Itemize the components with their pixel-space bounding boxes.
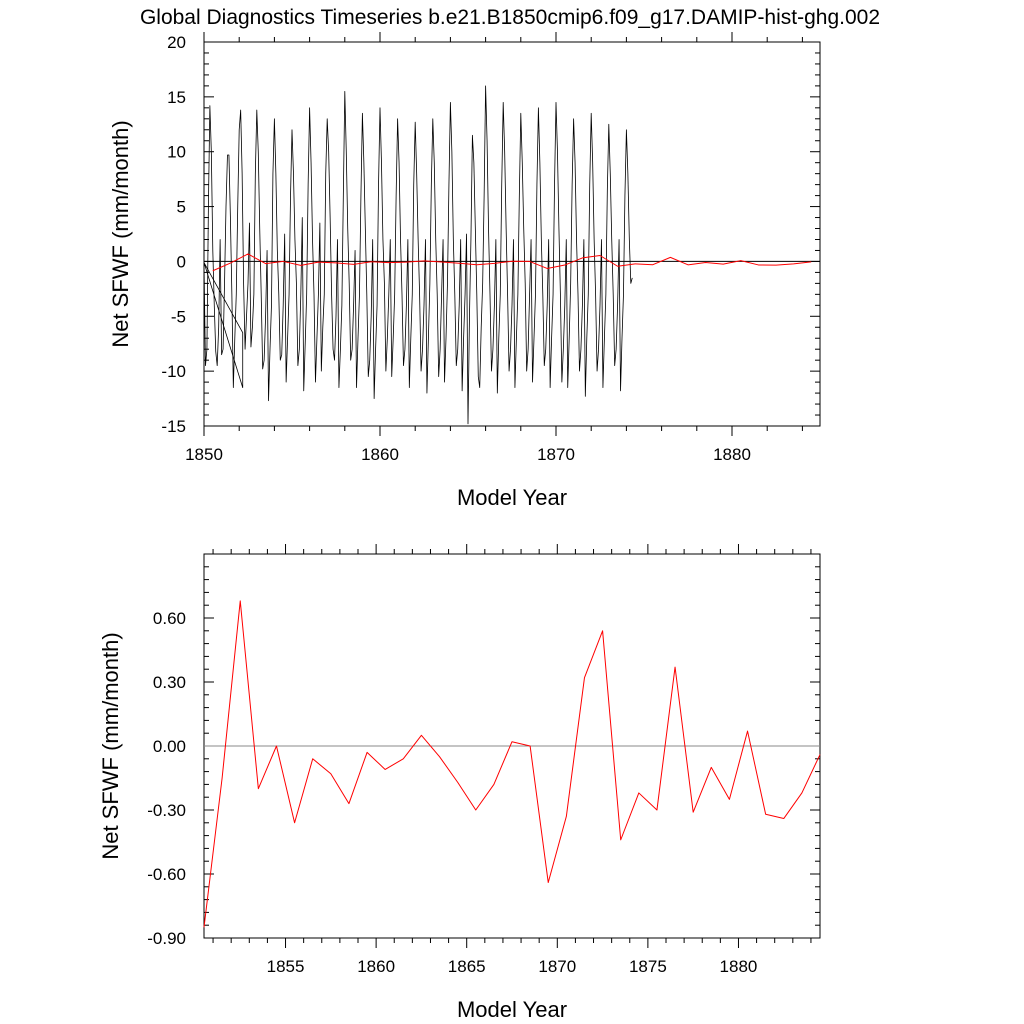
annual-mean-series-line	[212, 253, 812, 272]
figure-title: Global Diagnostics Timeseries b.e21.B185…	[140, 6, 880, 29]
y-tick-label: -0.60	[147, 865, 186, 884]
top-x-tick-labels: 1850 1860 1870 1880	[185, 445, 751, 464]
x-tick-label: 1860	[361, 445, 399, 464]
top-axis-ticks	[203, 32, 820, 436]
x-tick-label: 1870	[538, 957, 576, 976]
x-tick-label: 1860	[357, 957, 395, 976]
bottom-x-axis-title: Model Year	[457, 997, 567, 1022]
y-tick-label: 20	[167, 33, 186, 52]
wraparound-series-line	[203, 262, 244, 388]
bottom-axis-ticks	[204, 544, 820, 948]
top-series-group	[203, 85, 812, 425]
bottom-series-group	[203, 600, 821, 928]
bottom-x-tick-labels: 1855 1860 1865 1870 1875 1880	[267, 957, 758, 976]
top-y-axis-title: Net SFWF (mm/month)	[108, 120, 133, 347]
y-tick-label: -5	[171, 307, 186, 326]
x-tick-label: 1855	[267, 957, 305, 976]
y-tick-label: 0.30	[153, 673, 186, 692]
y-tick-label: -0.90	[147, 929, 186, 948]
x-tick-label: 1870	[537, 445, 575, 464]
x-tick-label: 1880	[713, 445, 751, 464]
y-tick-label: 0	[177, 252, 186, 271]
y-tick-label: -0.30	[147, 801, 186, 820]
x-tick-label: 1875	[629, 957, 667, 976]
top-plot-frame	[203, 41, 821, 427]
bottom-panel: -0.90 -0.60 -0.30 0.00 0.30 0.60 1855 1860 1865…	[98, 544, 821, 1022]
bottom-y-tick-labels: -0.90 -0.60 -0.30 0.00 0.30 0.60	[147, 609, 186, 948]
y-tick-label: 15	[167, 88, 186, 107]
monthly-series-line	[203, 85, 633, 425]
y-tick-label: 5	[177, 198, 186, 217]
x-tick-label: 1880	[720, 957, 758, 976]
y-tick-label: -10	[161, 362, 186, 381]
top-panel: -15 -10 -5 0 5 10 15 20 1850 1860 1870 1880 Model …	[108, 32, 821, 510]
top-x-axis-title: Model Year	[457, 485, 567, 510]
y-tick-label: 0.00	[153, 737, 186, 756]
y-tick-label: 10	[167, 143, 186, 162]
bottom-y-axis-title: Net SFWF (mm/month)	[98, 632, 123, 859]
x-tick-label: 1850	[185, 445, 223, 464]
top-y-tick-labels: -15 -10 -5 0 5 10 15 20	[161, 33, 186, 436]
y-tick-label: 0.60	[153, 609, 186, 628]
y-tick-label: -15	[161, 417, 186, 436]
x-tick-label: 1865	[448, 957, 486, 976]
annual-mean-series-line	[203, 600, 821, 928]
